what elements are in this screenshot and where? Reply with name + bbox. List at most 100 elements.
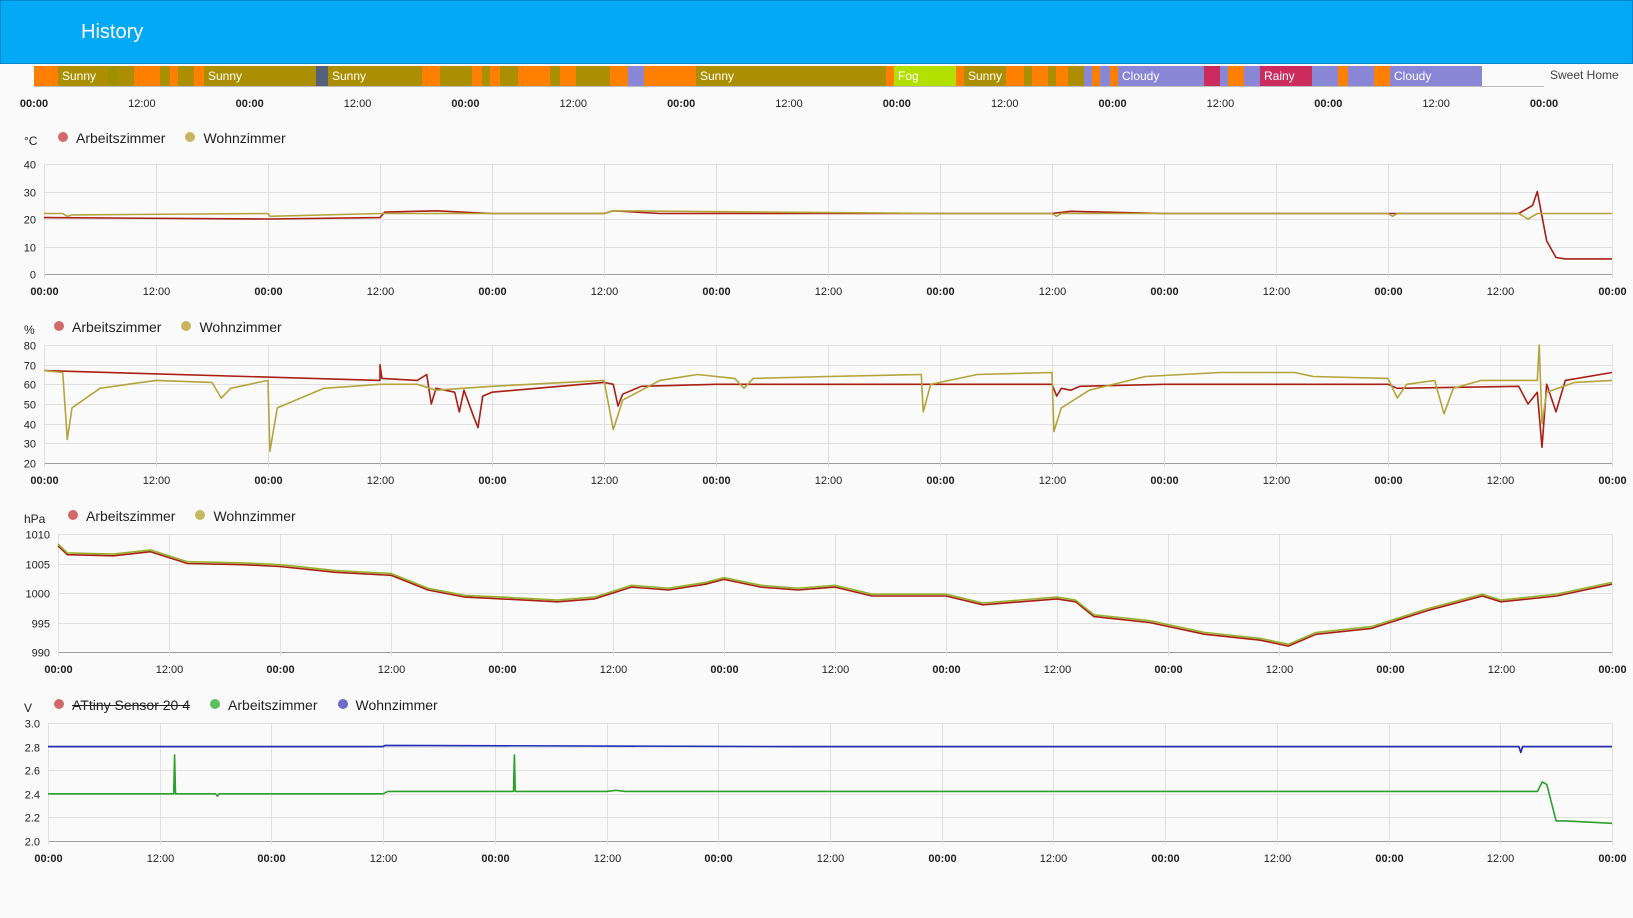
- timeline-segment[interactable]: [560, 66, 576, 86]
- timeline-segment[interactable]: [518, 66, 550, 86]
- timeline-segment[interactable]: [194, 66, 204, 86]
- x-tick-label: 12:00: [367, 475, 395, 487]
- timeline-segment[interactable]: [472, 66, 482, 86]
- chart-plot-area[interactable]: 2.0 2.2 2.4 2.6 2.8 3.0 00:00 12:00 00:00 12:00 00…: [0, 691, 1633, 888]
- y-tick-label: 20: [24, 215, 36, 227]
- x-tick-label: 00:00: [481, 853, 509, 865]
- legend-item[interactable]: Wohnzimmer: [195, 508, 296, 524]
- chart-legend: Arbeitszimmer Wohnzimmer: [68, 508, 316, 524]
- timeline-segment[interactable]: [1092, 66, 1100, 86]
- legend-label: Arbeitszimmer: [76, 130, 166, 146]
- timeline-segment[interactable]: [1312, 66, 1338, 86]
- chart-plot-area[interactable]: 990 995 1000 1005 1010 00:00 12:00 00:00 12:00 00…: [0, 502, 1633, 699]
- humidity-chart[interactable]: % Arbeitszimmer Wohnzimmer 20 30 40 50 60 70 80 00…: [0, 313, 1633, 510]
- x-tick-label: 12:00: [594, 853, 622, 865]
- timeline-segment[interactable]: [490, 66, 500, 86]
- timeline-segment[interactable]: [1100, 66, 1110, 86]
- legend-item[interactable]: Wohnzimmer: [185, 130, 286, 146]
- timeline-segment[interactable]: Sunny: [328, 66, 422, 86]
- y-tick-label: 40: [24, 160, 36, 172]
- legend-item[interactable]: ATtiny Sensor 20 4: [54, 697, 190, 713]
- timeline-segment[interactable]: [160, 66, 170, 86]
- timeline-segment[interactable]: [1032, 66, 1048, 86]
- temperature-chart[interactable]: °C Arbeitszimmer Wohnzimmer 0 10 20 30 40 00:00 1…: [0, 124, 1633, 321]
- timeline-segment[interactable]: Cloudy: [1118, 66, 1204, 86]
- timeline-segment[interactable]: [610, 66, 628, 86]
- timeline-segment[interactable]: Sunny: [58, 66, 108, 86]
- timeline-segment[interactable]: [118, 66, 134, 86]
- timeline-segment[interactable]: [170, 66, 178, 86]
- legend-item[interactable]: Arbeitszimmer: [54, 319, 161, 335]
- timeline-segment[interactable]: [134, 66, 160, 86]
- timeline-segment[interactable]: [576, 66, 610, 86]
- timeline-segment[interactable]: [1110, 66, 1118, 86]
- timeline-segment[interactable]: [628, 66, 644, 86]
- y-tick-label: 1000: [26, 589, 50, 601]
- timeline-segment[interactable]: [1338, 66, 1348, 86]
- timeline-segment[interactable]: [1220, 66, 1228, 86]
- voltage-chart[interactable]: V ATtiny Sensor 20 4 Arbeitszimmer Wohnzimm…: [0, 691, 1633, 888]
- series-line-arbeitszimmer[interactable]: [43, 363, 1613, 449]
- series-line-wohnzimmer[interactable]: [48, 744, 1612, 754]
- legend-item[interactable]: Arbeitszimmer: [58, 130, 165, 146]
- pressure-chart[interactable]: hPa Arbeitszimmer Wohnzimmer 990 995 1000 1005…: [0, 502, 1633, 699]
- chart-plot-area[interactable]: 0 10 20 30 40 00:00 12:00 00:00 12:00 00:00 12:00 0…: [0, 124, 1633, 321]
- chart-legend: ATtiny Sensor 20 4 Arbeitszimmer Wohnzimme…: [54, 697, 458, 713]
- timeline-segment[interactable]: [34, 66, 58, 86]
- x-tick-label: 00:00: [478, 475, 506, 487]
- timeline-segment[interactable]: [482, 66, 490, 86]
- x-tick-label: 00:00: [1151, 853, 1179, 865]
- timeline-bar[interactable]: Sunny Sunny Sunny Sunny Fog Sunny Cloudy Rainy C…: [34, 66, 1544, 86]
- timeline-segment[interactable]: [1204, 66, 1220, 86]
- timeline-segment[interactable]: [178, 66, 194, 86]
- timeline-segment[interactable]: [550, 66, 560, 86]
- timeline-segment[interactable]: [1374, 66, 1390, 86]
- x-tick-label: 00:00: [926, 286, 954, 298]
- timeline-segment[interactable]: [1228, 66, 1244, 86]
- timeline-segment[interactable]: [1006, 66, 1024, 86]
- timeline-segment[interactable]: [108, 66, 118, 86]
- timeline-segment[interactable]: [1056, 66, 1068, 86]
- timeline-segment[interactable]: [1348, 66, 1374, 86]
- timeline-segment[interactable]: [1048, 66, 1056, 86]
- timeline-segment[interactable]: [1084, 66, 1092, 86]
- timeline-segment[interactable]: Sunny: [204, 66, 316, 86]
- timeline-segment[interactable]: [422, 66, 440, 86]
- series-line-arbeitszimmer[interactable]: [48, 754, 1613, 825]
- timeline-segment[interactable]: [1244, 66, 1260, 86]
- timeline-segment[interactable]: [886, 66, 894, 86]
- series-line-arbeitszimmer[interactable]: [43, 190, 1612, 260]
- y-tick-label: 60: [24, 380, 36, 392]
- legend-item[interactable]: Wohnzimmer: [337, 697, 438, 713]
- timeline-segment[interactable]: Cloudy: [1390, 66, 1482, 86]
- legend-item[interactable]: Wohnzimmer: [181, 319, 282, 335]
- weather-timeline[interactable]: Sunny Sunny Sunny Sunny Fog Sunny Cloudy Rainy C…: [0, 64, 1633, 114]
- series-line-wohnzimmer[interactable]: [43, 344, 1613, 452]
- timeline-segment[interactable]: [316, 66, 328, 86]
- timeline-segment[interactable]: [1068, 66, 1084, 86]
- legend-item[interactable]: Arbeitszimmer: [210, 697, 318, 713]
- x-tick-label: 12:00: [1487, 286, 1515, 298]
- series-line-wohnzimmer[interactable]: [57, 543, 1613, 646]
- x-tick-label: 00:00: [254, 286, 282, 298]
- legend-item[interactable]: Arbeitszimmer: [68, 508, 175, 524]
- timeline-segment[interactable]: Rainy: [1260, 66, 1312, 86]
- timeline-segment[interactable]: [440, 66, 472, 86]
- timeline-segment[interactable]: Sunny: [696, 66, 886, 86]
- timeline-segment[interactable]: [644, 66, 696, 86]
- x-tick-label: 12:00: [815, 286, 843, 298]
- y-axis-unit: V: [24, 701, 33, 715]
- y-tick-label: 2.0: [25, 837, 40, 849]
- chart-plot-area[interactable]: 20 30 40 50 60 70 80 00:00 12:00 00:00 12:00 00:00 1…: [0, 313, 1633, 510]
- series-line-wohnzimmer[interactable]: [44, 210, 1612, 220]
- timeline-segment[interactable]: [956, 66, 964, 86]
- timeline-segment[interactable]: Fog: [894, 66, 956, 86]
- timeline-segment[interactable]: [1024, 66, 1032, 86]
- legend-label: Arbeitszimmer: [228, 697, 318, 713]
- series-line-arbeitszimmer[interactable]: [57, 545, 1613, 647]
- timeline-segment-label: Sunny: [332, 69, 367, 83]
- x-tick-label: 00:00: [702, 475, 730, 487]
- y-tick-label: 2.8: [25, 743, 40, 755]
- timeline-segment[interactable]: Sunny: [964, 66, 1006, 86]
- timeline-segment[interactable]: [500, 66, 518, 86]
